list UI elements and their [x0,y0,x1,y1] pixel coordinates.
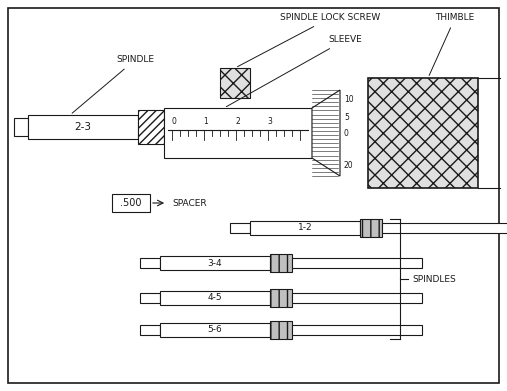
Text: 20: 20 [344,161,353,170]
Text: SPACER: SPACER [172,199,207,208]
Text: 3-4: 3-4 [208,258,222,267]
Bar [292,258,422,268]
Bar [230,223,250,233]
Text: .500: .500 [120,198,142,208]
Text: SPINDLE: SPINDLE [72,56,154,113]
Text: 2-3: 2-3 [75,122,91,132]
Bar [270,289,292,307]
Text: 0: 0 [344,129,349,138]
Text: 5-6: 5-6 [208,325,223,334]
Bar [140,293,160,303]
Text: 0: 0 [171,118,176,127]
Bar [138,110,164,144]
Bar [368,78,478,188]
Bar [140,325,160,335]
Text: 4-5: 4-5 [208,294,222,303]
Text: 3: 3 [268,118,272,127]
Bar [28,115,138,139]
Bar [14,118,28,136]
Bar [360,219,382,237]
Bar [220,68,250,98]
Bar [140,258,160,268]
Text: 10: 10 [344,95,353,104]
Text: THIMBLE: THIMBLE [429,14,475,75]
Text: 1-2: 1-2 [298,224,312,233]
Text: SPINDLE LOCK SCREW: SPINDLE LOCK SCREW [237,14,380,67]
Bar [250,221,360,235]
Bar [112,194,150,212]
Text: 1: 1 [204,118,208,127]
Polygon shape [312,90,340,176]
Text: SLEEVE: SLEEVE [227,36,362,107]
Bar [160,256,270,270]
Bar [382,223,507,233]
Bar [292,325,422,335]
Bar [160,323,270,337]
Bar [164,108,312,158]
Bar [292,293,422,303]
Text: 2: 2 [236,118,240,127]
Text: 5: 5 [344,113,349,122]
Bar [270,321,292,339]
Bar [270,254,292,272]
Bar [160,291,270,305]
Text: SPINDLES: SPINDLES [412,274,456,283]
